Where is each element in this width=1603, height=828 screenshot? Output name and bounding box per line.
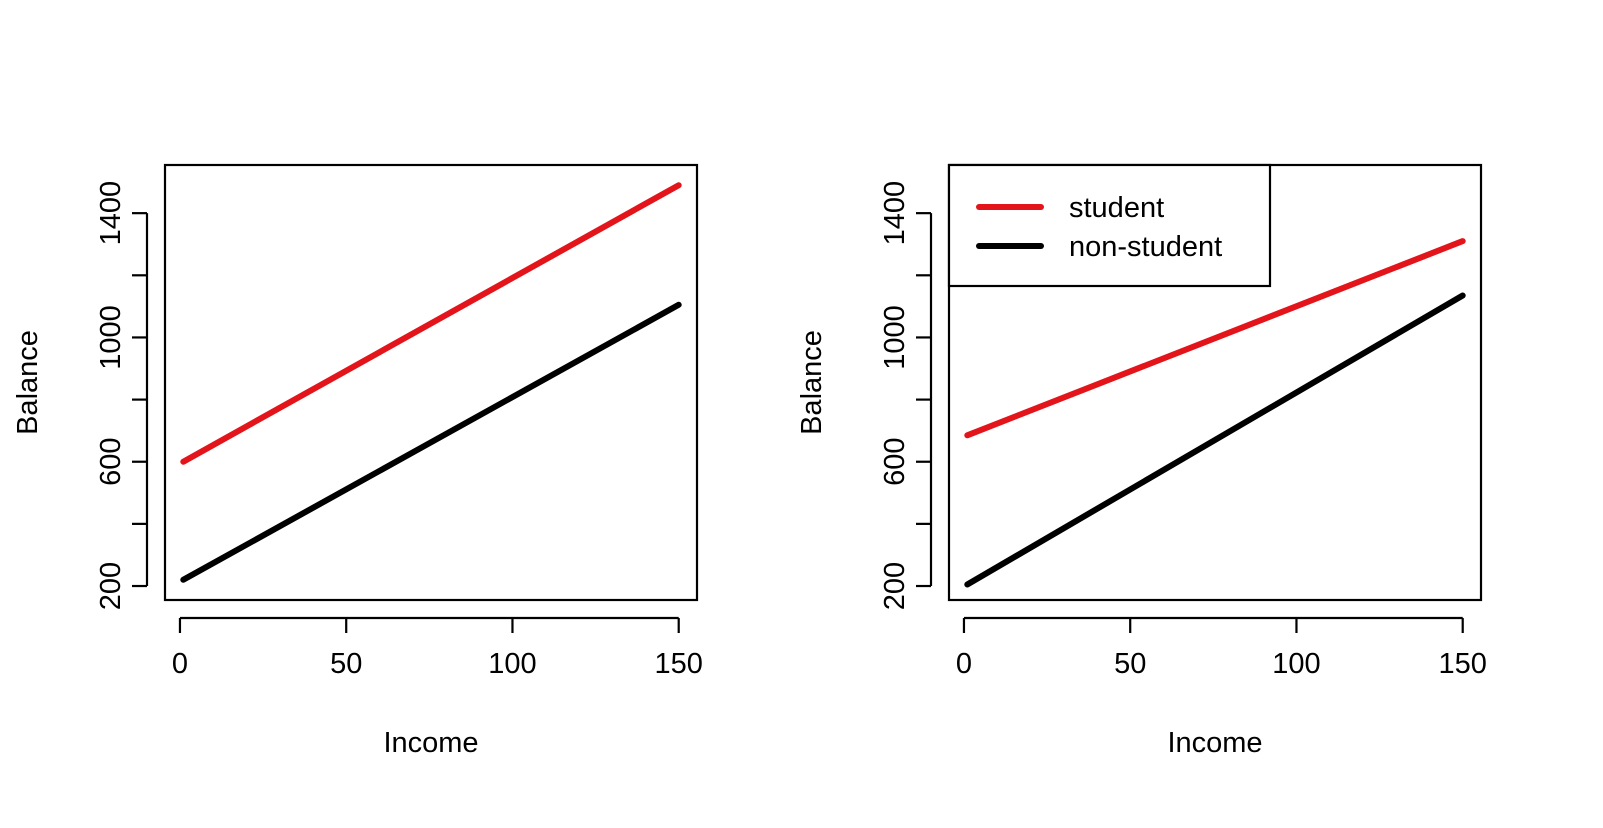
non-student-line <box>964 292 1466 588</box>
series-line-1 <box>180 182 682 465</box>
y-tick-label: 600 <box>95 438 127 486</box>
plot-frame <box>163 163 699 602</box>
x-tick-label: 50 <box>1114 648 1146 680</box>
x-axis-title: Income <box>383 727 478 759</box>
y-tick-label: 200 <box>879 562 911 610</box>
x-tick-label: 150 <box>1439 648 1487 680</box>
x-tick-label: 100 <box>1272 648 1320 680</box>
series-line-2 <box>180 301 682 583</box>
x-tick-label: 100 <box>488 648 536 680</box>
legend-box <box>947 163 1272 288</box>
y-axis-title: Balance <box>12 330 44 435</box>
y-tick-label: 1400 <box>95 181 127 246</box>
y-axis-title: Balance <box>796 330 828 435</box>
student-line <box>964 238 1466 439</box>
y-tick-label: 1000 <box>95 305 127 370</box>
y-tick-label: 200 <box>95 562 127 610</box>
x-tick-label: 150 <box>655 648 703 680</box>
x-axis-title: Income <box>1167 727 1262 759</box>
y-tick-label: 1400 <box>879 181 911 246</box>
legend: student non-student <box>947 163 1272 288</box>
panel-2: 0 50 100 150 200 600 1000 1400 Income Balance stud… <box>796 163 1487 759</box>
x-tick-label: 0 <box>956 648 972 680</box>
x-tick-label: 0 <box>172 648 188 680</box>
legend-label: non-student <box>1069 231 1222 263</box>
x-tick-label: 50 <box>330 648 362 680</box>
panel-1: 0 50 100 150 200 600 1000 1400 Income Balance <box>12 163 703 759</box>
y-tick-label: 600 <box>879 438 911 486</box>
y-tick-label: 1000 <box>879 305 911 370</box>
legend-label: student <box>1069 192 1164 224</box>
